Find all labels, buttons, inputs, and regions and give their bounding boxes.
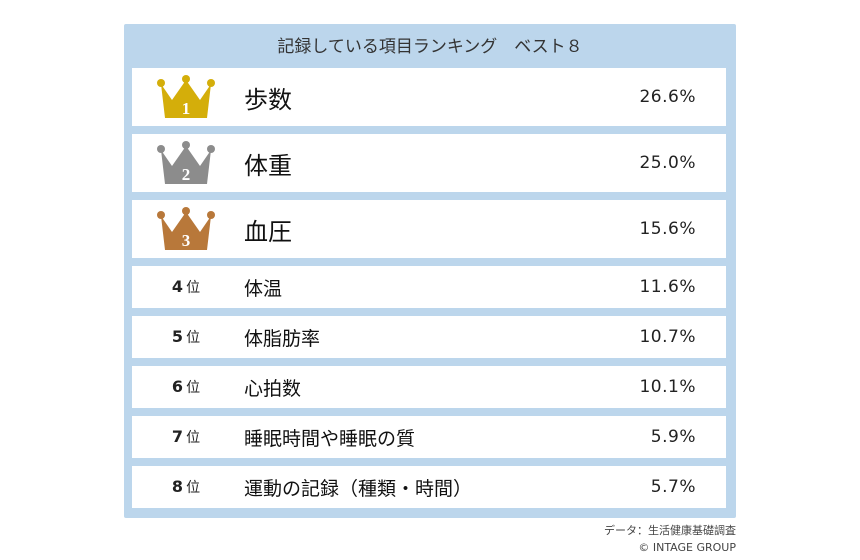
percent-value: 11.6% xyxy=(639,277,696,297)
ranking-panel: 記録している項目ランキング ベスト８ 1 歩数 26.6% 2 体重 25.0% 3 血圧 15… xyxy=(124,24,736,518)
rank-number: 5 xyxy=(171,327,184,346)
ranking-row-3: 3 血圧 15.6% xyxy=(132,200,726,258)
item-label: 体脂肪率 xyxy=(244,327,321,350)
crown-ball xyxy=(182,207,190,215)
rank-suffix: 位 xyxy=(186,480,201,496)
rank-suffix: 位 xyxy=(186,380,201,396)
ranking-row-4: 4 位 体温 11.6% xyxy=(132,266,726,308)
rank-cell: 3 xyxy=(132,200,240,258)
rank-cell: 1 xyxy=(132,68,240,126)
crown-ball xyxy=(157,211,165,219)
item-label: 歩数 xyxy=(244,85,292,114)
ranking-row-7: 7 位 睡眠時間や睡眠の質 5.9% xyxy=(132,416,726,458)
rank-number: 8 xyxy=(171,477,184,496)
item-label: 体温 xyxy=(244,277,283,300)
crown-body xyxy=(161,80,211,118)
ranking-row-2: 2 体重 25.0% xyxy=(132,134,726,192)
rank-number: 7 xyxy=(171,427,184,446)
item-label: 運動の記録（種類・時間） xyxy=(244,477,473,500)
crown-ball xyxy=(157,145,165,153)
crown-body xyxy=(161,146,211,184)
chart-title: 記録している項目ランキング ベスト８ xyxy=(277,37,583,57)
rank-suffix: 位 xyxy=(186,280,201,296)
item-label: 体重 xyxy=(244,151,292,180)
ranking-row-5: 5 位 体脂肪率 10.7% xyxy=(132,316,726,358)
rank-suffix: 位 xyxy=(186,330,201,346)
percent-value: 26.6% xyxy=(639,87,696,107)
ranking-row-6: 6 位 心拍数 10.1% xyxy=(132,366,726,408)
crown-ball xyxy=(157,79,165,87)
rank-number: 6 xyxy=(171,377,184,396)
ranking-row-1: 1 歩数 26.6% xyxy=(132,68,726,126)
item-label: 睡眠時間や睡眠の質 xyxy=(244,427,416,450)
crown-rank-number: 3 xyxy=(182,231,191,250)
crown-icon: 3 xyxy=(157,207,215,250)
source-data-label: データ：生活健康基礎調査 xyxy=(604,524,736,537)
percent-value: 15.6% xyxy=(639,219,696,239)
crown-ball xyxy=(207,211,215,219)
crown-ball xyxy=(182,75,190,83)
crown-ball xyxy=(182,141,190,149)
item-label: 血圧 xyxy=(244,217,292,246)
percent-value: 10.1% xyxy=(639,377,696,397)
rank-number: 4 xyxy=(171,277,184,296)
crown-ball xyxy=(207,145,215,153)
percent-value: 5.9% xyxy=(650,427,696,447)
percent-value: 5.7% xyxy=(650,477,696,497)
crown-rank-number: 2 xyxy=(182,165,191,184)
copyright-label: © INTAGE GROUP xyxy=(638,541,736,554)
crown-ball xyxy=(207,79,215,87)
item-label: 心拍数 xyxy=(244,377,302,400)
crown-icon: 1 xyxy=(157,75,215,118)
source-note: データ：生活健康基礎調査 © INTAGE GROUP xyxy=(604,522,736,556)
percent-value: 10.7% xyxy=(639,327,696,347)
ranking-row-8: 8 位 運動の記録（種類・時間） 5.7% xyxy=(132,466,726,508)
crown-body xyxy=(161,212,211,250)
rank-suffix: 位 xyxy=(186,430,201,446)
crown-rank-number: 1 xyxy=(182,99,191,118)
rank-cell: 2 xyxy=(132,134,240,192)
crown-icon: 2 xyxy=(157,141,215,184)
percent-value: 25.0% xyxy=(639,153,696,173)
